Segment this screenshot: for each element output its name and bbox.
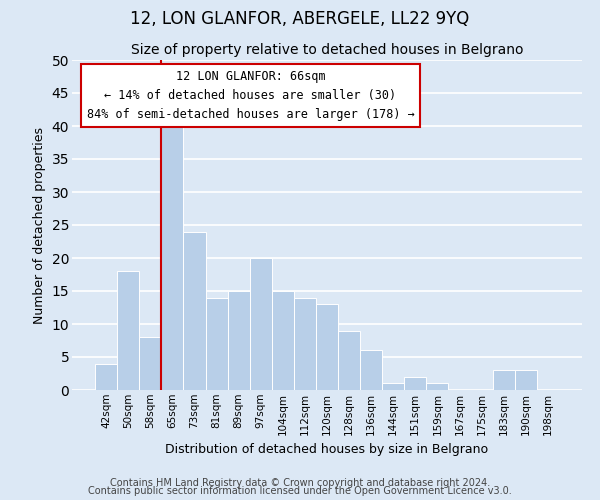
Bar (117, 271, 139, 390)
Bar (139, 337, 161, 390)
Bar (493, 370, 515, 390)
Bar (272, 291, 294, 390)
Bar (360, 350, 382, 390)
Bar (382, 384, 404, 390)
Bar (227, 291, 250, 390)
Bar (338, 330, 360, 390)
Bar (404, 377, 427, 390)
X-axis label: Distribution of detached houses by size in Belgrano: Distribution of detached houses by size … (166, 443, 488, 456)
Bar (184, 232, 206, 390)
Text: Contains public sector information licensed under the Open Government Licence v3: Contains public sector information licen… (88, 486, 512, 496)
Bar (316, 304, 338, 390)
Title: Size of property relative to detached houses in Belgrano: Size of property relative to detached ho… (131, 44, 523, 58)
Bar (161, 120, 184, 390)
Bar (427, 384, 448, 390)
Text: 12, LON GLANFOR, ABERGELE, LL22 9YQ: 12, LON GLANFOR, ABERGELE, LL22 9YQ (130, 10, 470, 28)
Text: Contains HM Land Registry data © Crown copyright and database right 2024.: Contains HM Land Registry data © Crown c… (110, 478, 490, 488)
Y-axis label: Number of detached properties: Number of detached properties (33, 126, 46, 324)
Text: 12 LON GLANFOR: 66sqm
← 14% of detached houses are smaller (30)
84% of semi-deta: 12 LON GLANFOR: 66sqm ← 14% of detached … (86, 70, 415, 121)
Bar (250, 258, 272, 390)
Bar (515, 370, 537, 390)
Bar (294, 298, 316, 390)
Bar (95, 364, 117, 390)
Bar (206, 298, 227, 390)
